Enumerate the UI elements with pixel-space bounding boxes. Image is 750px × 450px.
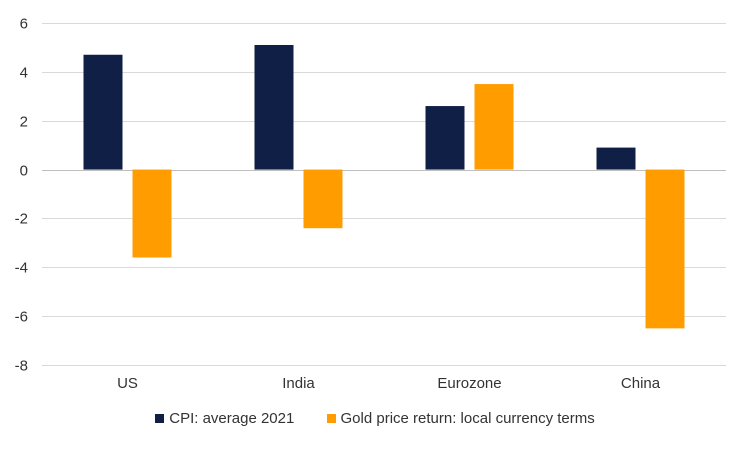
- legend-item-cpi: CPI: average 2021: [155, 410, 294, 427]
- bar-eurozone-gold: [474, 84, 514, 170]
- y-tick-label: -2: [15, 211, 28, 228]
- bar-china-gold: [645, 169, 685, 329]
- bar-eurozone-cpi: [425, 106, 465, 170]
- x-axis-ticks: US India Eurozone China: [117, 375, 661, 392]
- legend: CPI: average 2021 Gold price return: loc…: [0, 410, 750, 427]
- y-tick-label: -8: [15, 358, 28, 375]
- legend-swatch-cpi: [155, 414, 165, 423]
- x-tick-label-india: India: [282, 375, 315, 392]
- bar-india-cpi: [254, 44, 294, 170]
- bars: [83, 44, 685, 329]
- bar-india-gold: [303, 169, 343, 229]
- x-tick-label-china: China: [621, 375, 661, 392]
- x-tick-label-eurozone: Eurozone: [437, 375, 501, 392]
- legend-item-gold: Gold price return: local currency terms: [326, 410, 595, 427]
- y-tick-label: 6: [20, 16, 28, 33]
- y-tick-label: -6: [15, 309, 28, 326]
- x-tick-label-us: US: [117, 375, 138, 392]
- y-tick-label: 4: [20, 65, 28, 82]
- y-tick-label: 2: [20, 114, 28, 131]
- legend-label-gold: Gold price return: local currency terms: [340, 410, 595, 427]
- y-tick-label: 0: [20, 163, 28, 180]
- bar-us-cpi: [83, 54, 123, 170]
- bar-us-gold: [132, 169, 172, 258]
- bar-china-cpi: [596, 147, 636, 170]
- legend-label-cpi: CPI: average 2021: [169, 410, 295, 427]
- y-axis-ticks: 6 4 2 0 -2 -4 -6 -8: [15, 16, 28, 375]
- legend-swatch-gold: [326, 414, 336, 423]
- y-tick-label: -4: [15, 260, 28, 277]
